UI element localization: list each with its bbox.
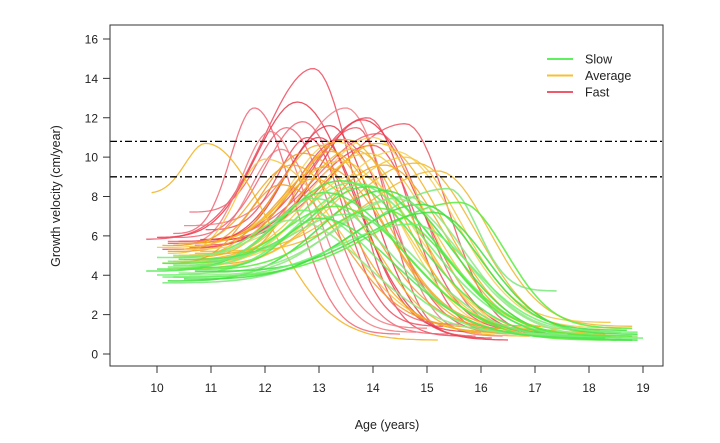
x-tick-label: 15 [420,381,434,395]
legend-label-average: Average [585,69,631,83]
legend: Slow Average Fast [547,53,631,100]
y-tick-label: 0 [91,348,98,362]
y-tick-label: 12 [85,111,99,125]
plot-frame [109,24,664,367]
fast-curve [200,136,482,333]
x-tick-label: 14 [366,381,380,395]
reference-lines [110,140,663,178]
y-tick-label: 14 [85,72,99,86]
slow-curve [178,195,622,333]
x-tick-label: 19 [636,381,650,395]
slow-curve [183,207,633,337]
average-curve [173,174,590,333]
slow-curve [200,217,606,339]
y-axis: 0 2 4 6 8 10 12 14 16 [85,33,110,362]
y-tick-label: 10 [85,151,99,165]
y-tick-label: 6 [91,229,98,243]
fast-curve [205,136,444,327]
slow-curve [173,219,568,335]
x-axis-title: Age (years) [355,418,420,432]
average-curve [151,142,438,341]
slow-curve [162,223,638,333]
x-tick-label: 16 [474,381,488,395]
average-curve [167,156,611,323]
curves-layer [146,67,644,341]
x-tick-label: 18 [582,381,596,395]
x-tick-label: 11 [205,381,218,395]
x-tick-label: 13 [312,381,326,395]
y-tick-label: 8 [91,190,98,204]
x-tick-label: 10 [150,381,164,395]
fast-curve [146,67,460,337]
y-axis-title: Growth velocity (cm/year) [49,125,63,267]
y-tick-label: 4 [91,269,98,283]
x-tick-label: 17 [528,381,542,395]
average-curve [205,150,541,327]
y-tick-label: 2 [91,308,98,322]
legend-label-slow: Slow [585,53,613,67]
average-curve [167,158,535,335]
slow-curve [167,213,622,339]
fast-curve [173,121,460,325]
legend-label-fast: Fast [585,86,610,100]
average-curve [184,178,530,337]
x-axis: 10 11 12 13 14 15 16 17 18 19 [150,365,650,395]
x-tick-label: 12 [258,381,272,395]
y-tick-label: 16 [85,33,99,47]
